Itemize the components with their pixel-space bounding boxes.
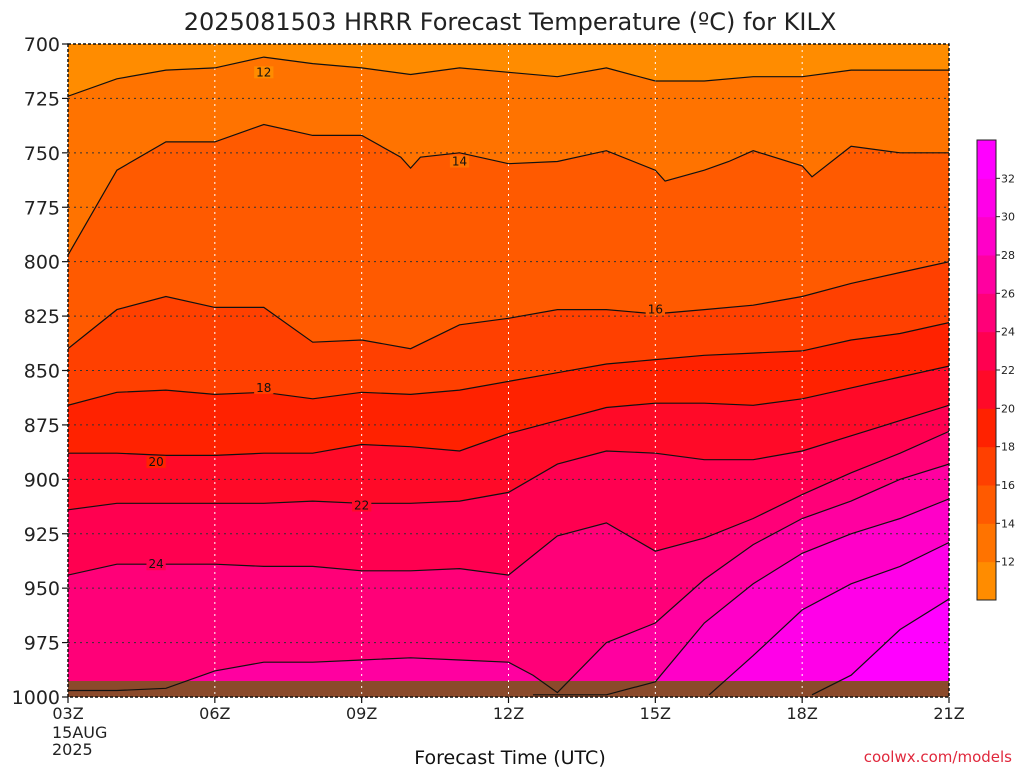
colorbar-segment-10 (977, 178, 996, 218)
colorbar-segment-0 (977, 561, 996, 601)
contour-22 (68, 404, 949, 511)
y-tick-label-825: 825 (24, 306, 60, 328)
contour-16 (68, 261, 949, 350)
contour-label-bg-16 (645, 303, 665, 316)
y-tick-label-775: 775 (24, 197, 60, 219)
temperature-fill (68, 44, 949, 697)
colorbar: 12 14 16 18 20 22 24 26 28 30 32 (976, 139, 1015, 601)
colorbar-segment-1 (977, 523, 996, 563)
colorbar-tick-label-12: 12 (1001, 556, 1015, 569)
contour-label-18: 18 (256, 381, 271, 395)
colorbar-segment-9 (977, 216, 996, 256)
contour-label-bg-18 (254, 381, 274, 394)
x-axis-label: Forecast Time (UTC) (414, 747, 605, 768)
y-tick-label-900: 900 (24, 469, 60, 491)
surface-band (68, 681, 949, 697)
x-tick-label-12: 12Z (493, 704, 524, 723)
contour-label-24: 24 (148, 557, 163, 571)
y-tick-label-925: 925 (24, 524, 60, 546)
colorbar-tick-label-26: 26 (1001, 287, 1015, 300)
colorbar-tick-label-16: 16 (1001, 479, 1015, 492)
colorbar-segment-8 (977, 255, 996, 294)
x-tick-label-18: 18Z (787, 704, 818, 723)
colorbar-tick-label-30: 30 (1001, 211, 1015, 224)
x-axis: 03Z 06Z 09Z 12Z 15Z 18Z 21Z (52, 697, 965, 723)
y-tick-label-800: 800 (24, 252, 60, 274)
contour-label-14: 14 (452, 155, 467, 169)
y-tick-label-975: 975 (24, 633, 60, 655)
x-tick-label-6: 06Z (199, 704, 230, 723)
contour-28 (533, 498, 949, 696)
colorbar-segment-7 (977, 293, 996, 333)
contour-label-bg-24 (146, 558, 166, 571)
contour-label-bg-20 (146, 455, 166, 468)
contour-label-bg-22 (352, 499, 372, 512)
y-tick-label-750: 750 (24, 143, 60, 165)
contour-lines (68, 56, 949, 696)
contour-24 (68, 430, 949, 576)
contour-26 (68, 463, 949, 694)
x-tick-label-3: 03Z (52, 704, 83, 723)
colorbar-tick-label-24: 24 (1001, 326, 1015, 339)
ground-band (68, 681, 949, 697)
contour-labels: 12 14 16 18 20 22 24 (146, 65, 665, 571)
x-tick-label-9: 09Z (346, 704, 377, 723)
colorbar-segment-6 (977, 331, 996, 371)
contour-label-16: 16 (648, 303, 663, 317)
colorbar-tick-label-18: 18 (1001, 441, 1015, 454)
x-start-year: 2025 (52, 740, 93, 759)
contour-label-bg-12 (254, 66, 274, 79)
colorbar-tick-label-32: 32 (1001, 172, 1015, 185)
credit-text: coolwx.com/models (864, 748, 1012, 766)
contour-30 (708, 541, 949, 696)
y-tick-label-700: 700 (24, 34, 60, 56)
x-start-day: 15AUG (52, 723, 107, 742)
contour-32 (811, 598, 949, 696)
colorbar-tick-label-14: 14 (1001, 517, 1015, 530)
y-axis: 700 725 750 775 800 825 850 875 900 925 950 975 1000 (12, 34, 68, 709)
colorbar-segment-4 (977, 408, 996, 448)
contour-label-22: 22 (354, 498, 369, 512)
colorbar-segment-5 (977, 370, 996, 409)
colorbar-tick-label-28: 28 (1001, 249, 1015, 262)
colorbar-segment-2 (977, 485, 996, 524)
colorbar-tick-label-20: 20 (1001, 402, 1015, 415)
colorbar-segment-11 (977, 140, 996, 179)
x-tick-label-21: 21Z (933, 704, 964, 723)
contour-label-20: 20 (148, 455, 163, 469)
colorbar-segment-3 (977, 446, 996, 486)
chart-title: 2025081503 HRRR Forecast Temperature (ºC… (184, 8, 837, 36)
x-tick-label-15: 15Z (640, 704, 671, 723)
y-tick-label-950: 950 (24, 578, 60, 600)
contour-12 (68, 56, 949, 97)
contour-18 (68, 322, 949, 406)
contour-14 (68, 123, 949, 256)
contour-label-12: 12 (256, 65, 271, 79)
gridlines (68, 44, 949, 697)
y-tick-label-875: 875 (24, 415, 60, 437)
y-tick-label-725: 725 (24, 88, 60, 110)
contour-20 (68, 365, 949, 456)
y-tick-label-1000: 1000 (12, 687, 60, 709)
y-tick-label-850: 850 (24, 361, 60, 383)
contour-label-bg-14 (449, 155, 470, 168)
plot-area (68, 44, 949, 697)
colorbar-tick-label-22: 22 (1001, 364, 1015, 377)
